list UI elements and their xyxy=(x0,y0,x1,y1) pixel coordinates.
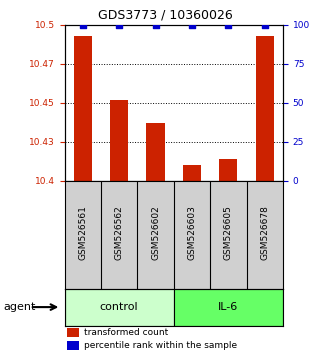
Text: GSM526562: GSM526562 xyxy=(115,205,124,260)
Point xyxy=(226,22,231,28)
Text: GSM526603: GSM526603 xyxy=(187,205,197,260)
Text: transformed count: transformed count xyxy=(84,328,168,337)
Bar xyxy=(256,36,274,181)
Bar xyxy=(219,159,238,181)
Bar xyxy=(110,99,128,181)
Bar xyxy=(67,329,79,337)
Point xyxy=(189,22,195,28)
Text: GSM526678: GSM526678 xyxy=(260,205,269,260)
Text: agent: agent xyxy=(3,302,36,312)
Bar xyxy=(183,165,201,181)
Bar xyxy=(74,36,92,181)
Text: IL-6: IL-6 xyxy=(218,302,239,312)
Bar xyxy=(146,123,165,181)
Text: percentile rank within the sample: percentile rank within the sample xyxy=(84,341,237,350)
Bar xyxy=(174,289,283,326)
Text: GSM526602: GSM526602 xyxy=(151,205,160,260)
Text: GSM526605: GSM526605 xyxy=(224,205,233,260)
Text: control: control xyxy=(100,302,138,312)
Bar xyxy=(67,341,79,350)
Point xyxy=(117,22,122,28)
Point xyxy=(153,22,158,28)
Point xyxy=(262,22,267,28)
Point xyxy=(80,22,85,28)
Bar xyxy=(65,289,174,326)
Text: GSM526561: GSM526561 xyxy=(78,205,87,260)
Text: GDS3773 / 10360026: GDS3773 / 10360026 xyxy=(98,9,233,22)
